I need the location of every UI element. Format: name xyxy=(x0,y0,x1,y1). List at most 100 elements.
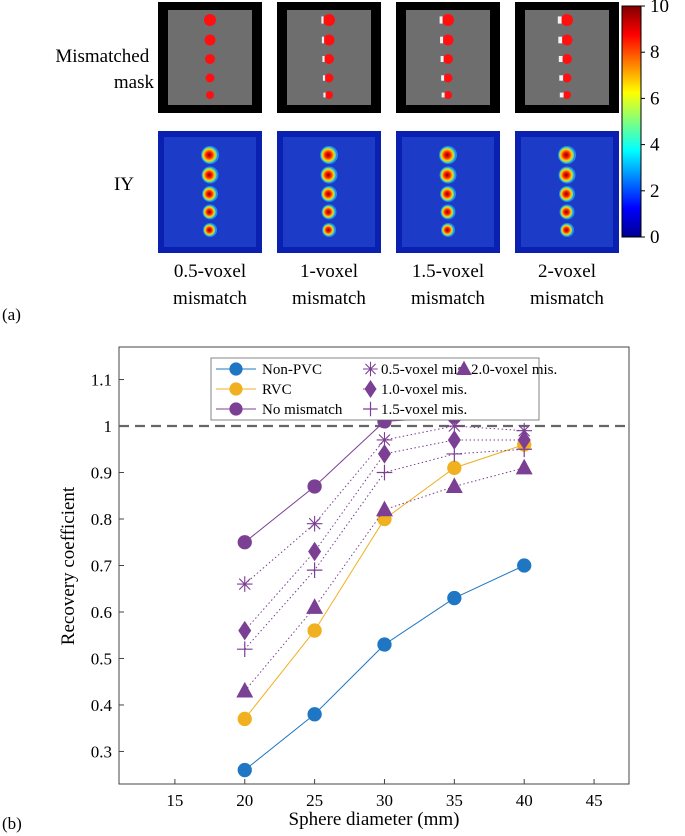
legend-label: 2.0-voxel mis. xyxy=(471,362,557,378)
data-point xyxy=(237,535,252,550)
x-tick-label: 20 xyxy=(236,791,253,810)
mask-sphere xyxy=(206,91,214,99)
legend-entry-6: 1.5-voxel mis. xyxy=(363,401,467,418)
legend-entry-1: Non-PVC xyxy=(216,362,322,378)
legend-marker xyxy=(364,380,377,398)
iy-sphere xyxy=(441,205,455,219)
iy-sphere xyxy=(559,167,575,183)
legend-marker xyxy=(229,402,243,416)
mask-sphere xyxy=(323,34,335,46)
mask-sphere xyxy=(325,91,333,99)
y-tick-label: 1 xyxy=(104,417,113,436)
data-point xyxy=(376,500,393,517)
y-tick-label: 1.1 xyxy=(91,371,112,390)
y-tick-label: 0.6 xyxy=(91,603,112,622)
mask-sphere xyxy=(561,34,573,46)
iy-tile-3 xyxy=(396,131,500,253)
series-5 xyxy=(238,430,531,641)
legend-entry-2: RVC xyxy=(216,382,292,398)
data-point xyxy=(446,446,463,462)
legend-label: Non-PVC xyxy=(262,362,322,378)
data-point xyxy=(236,641,253,657)
mask-sphere xyxy=(443,73,453,83)
mask-sphere xyxy=(442,14,454,26)
colorbar-tick-label: 4 xyxy=(650,135,660,156)
legend-marker xyxy=(229,382,243,396)
column-label-3: 1.5-voxel mismatch xyxy=(411,261,485,309)
data-point xyxy=(306,598,324,614)
mask-sphere xyxy=(323,14,335,26)
colorbar-tick-label: 8 xyxy=(650,42,660,63)
series-1 xyxy=(237,558,532,778)
data-point xyxy=(376,464,393,481)
iy-sphere xyxy=(203,205,217,219)
iy-sphere xyxy=(323,224,335,236)
iy-sphere xyxy=(203,187,217,201)
colorbar-tick-label: 0 xyxy=(650,227,660,248)
axes: 15 20 25 30 35 40 45 0.3 0.4 0.5 0.6 0.7 0.8 0.9 1 1.1 xyxy=(91,371,603,810)
y-axis-label: Recovery coefficient xyxy=(58,486,79,645)
data-point xyxy=(237,762,252,778)
x-tick-label: 30 xyxy=(376,791,393,810)
legend-label: 1.5-voxel mis. xyxy=(381,402,467,418)
data-point xyxy=(308,541,322,562)
panel-b-chart: 15 20 25 30 35 40 450.30.40.50.60.70.80.911.1 … xyxy=(2,346,630,833)
iy-sphere xyxy=(442,224,454,236)
data-point xyxy=(238,620,252,641)
column-label-2: 1-voxel mismatch xyxy=(292,261,366,309)
colorbar-ticks: 0 2 4 6 8 10 xyxy=(641,0,669,248)
iy-sphere xyxy=(440,167,456,183)
series-layer xyxy=(236,400,533,778)
data-point xyxy=(306,562,323,578)
mask-tile-2 xyxy=(277,2,381,113)
row-label-mismatched-mask: Mismatched mask xyxy=(55,46,154,93)
series-line-6 xyxy=(244,448,525,650)
mask-sphere xyxy=(205,73,215,83)
data-point xyxy=(447,590,462,606)
iy-sphere xyxy=(322,187,336,201)
x-tick-label: 15 xyxy=(166,791,183,810)
mask-sphere xyxy=(324,54,334,64)
mask-tile-3 xyxy=(396,2,500,113)
data-point xyxy=(236,576,253,592)
colorbar: 0 2 4 6 8 10 xyxy=(621,0,669,248)
data-point xyxy=(517,558,532,573)
iy-sphere xyxy=(559,147,575,163)
y-tick-label: 0.4 xyxy=(91,696,113,715)
x-tick-label: 25 xyxy=(306,791,323,810)
panel-a-label: (a) xyxy=(2,305,21,324)
y-tick-label: 0.8 xyxy=(91,510,112,529)
legend-entry-5: 1.0-voxel mis. xyxy=(363,380,467,398)
data-point xyxy=(307,623,322,638)
data-point xyxy=(307,479,322,494)
iy-sphere xyxy=(560,187,574,201)
legend-label: No mismatch xyxy=(262,402,343,418)
y-tick-label: 0.3 xyxy=(91,742,112,761)
data-point xyxy=(377,637,392,652)
iy-sphere xyxy=(204,224,216,236)
data-point xyxy=(307,707,322,722)
data-point xyxy=(237,711,252,727)
data-point xyxy=(447,430,461,450)
legend-marker xyxy=(456,360,472,375)
legend-label: 0.5-voxel mis. xyxy=(381,362,467,378)
data-point xyxy=(446,418,463,434)
legend-entry-4: 0.5-voxel mis. xyxy=(363,361,467,378)
legend-entry-3: No mismatch xyxy=(216,402,343,418)
panel-a-image-grid: Mismatched mask IY 0.5-voxel mismatch 1-vo… xyxy=(2,2,619,324)
data-point xyxy=(517,430,531,450)
mask-tile-1 xyxy=(158,2,262,113)
iy-sphere xyxy=(321,167,337,183)
legend-marker xyxy=(363,361,378,377)
iy-sphere xyxy=(560,205,574,219)
iy-sphere xyxy=(322,205,336,219)
series-6 xyxy=(236,441,533,657)
iy-row xyxy=(158,131,619,253)
mask-sphere xyxy=(205,54,215,64)
colorbar-tick-label: 6 xyxy=(650,88,660,109)
iy-sphere xyxy=(440,147,456,163)
mask-sphere xyxy=(444,91,452,99)
iy-sphere xyxy=(321,147,337,163)
series-line-5 xyxy=(244,439,525,631)
